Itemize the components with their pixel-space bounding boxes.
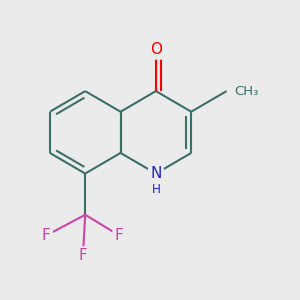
- Text: O: O: [150, 42, 162, 57]
- Text: N: N: [150, 166, 162, 181]
- Text: H: H: [152, 183, 160, 196]
- Text: F: F: [79, 248, 87, 263]
- Text: F: F: [42, 228, 51, 243]
- Text: CH₃: CH₃: [234, 85, 258, 98]
- Text: F: F: [115, 228, 124, 243]
